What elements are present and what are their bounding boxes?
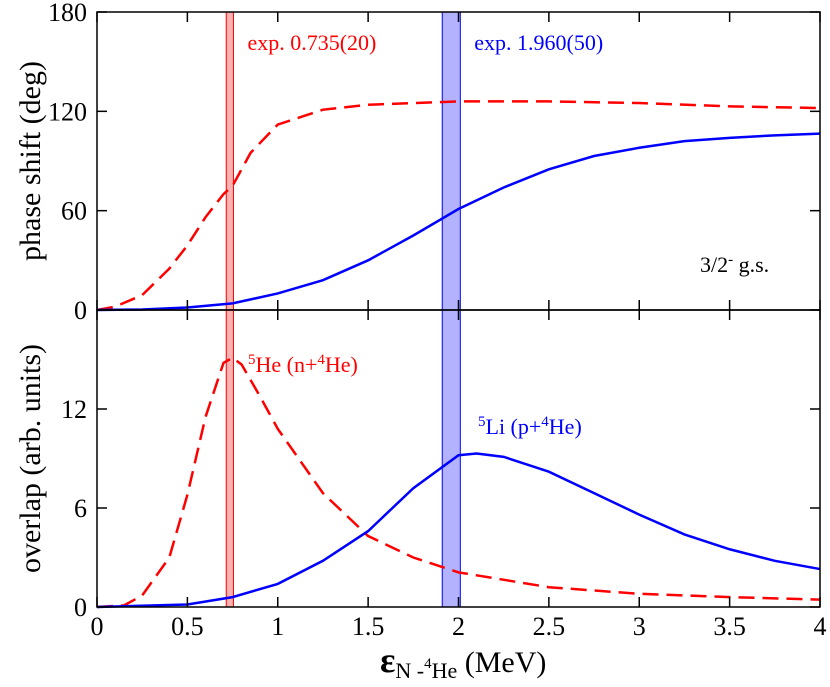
curve: [96, 452, 821, 609]
x-tick-label: 0.5: [171, 612, 204, 641]
curve: [96, 132, 821, 312]
exp-band: [225, 11, 234, 311]
y-tick-label: 180: [48, 0, 87, 27]
rich-label: 5He (n+4He): [248, 352, 358, 377]
curve: [96, 100, 821, 312]
x-tick-label: 0: [91, 612, 104, 641]
x-tick-label: 3: [633, 612, 646, 641]
label-part: g.s.: [733, 252, 769, 277]
label-part: He: [432, 658, 458, 683]
y-axis-label: phase shift (deg): [14, 61, 47, 261]
curve: [96, 356, 821, 609]
label-part: He): [325, 352, 358, 377]
label-part: 3/2: [700, 252, 728, 277]
label-part: N -: [395, 658, 424, 683]
band-label: exp. 0.735(20): [247, 30, 376, 55]
y-axis-label: overlap (arb. units): [14, 344, 47, 573]
rich-label: εN -4He (MeV): [380, 640, 546, 683]
exp-band: [225, 309, 234, 608]
label-part: 4: [541, 414, 549, 430]
y-tick-label: 60: [61, 197, 87, 226]
band-label: exp. 1.960(50): [474, 30, 603, 55]
label-part: He (n+: [256, 352, 318, 377]
label-part: 4: [317, 352, 325, 368]
y-tick-label: 0: [74, 593, 87, 622]
y-tick-label: 6: [74, 494, 87, 523]
label-part: 5: [478, 414, 486, 430]
x-tick-label: 2: [452, 612, 465, 641]
label-part: (MeV): [457, 646, 546, 679]
x-tick-label: 4: [814, 612, 827, 641]
label-part: Li (p+: [486, 414, 542, 439]
exp-band: [441, 309, 461, 608]
y-tick-label: 0: [74, 296, 87, 325]
x-tick-label: 1.5: [352, 612, 385, 641]
x-tick-label: 3.5: [713, 612, 746, 641]
x-tick-label: 2.5: [533, 612, 566, 641]
label-part: He): [549, 414, 582, 439]
y-tick-label: 12: [61, 395, 87, 424]
label-part: -: [728, 252, 733, 268]
rich-label: 3/2- g.s.: [700, 252, 769, 277]
rich-label: 5Li (p+4He): [478, 414, 582, 439]
label-part: 4: [424, 656, 432, 672]
y-tick-label: 120: [48, 97, 87, 126]
exp-band: [441, 11, 461, 311]
label-part: 5: [248, 352, 256, 368]
label-part: ε: [380, 640, 395, 680]
x-tick-label: 1: [271, 612, 284, 641]
